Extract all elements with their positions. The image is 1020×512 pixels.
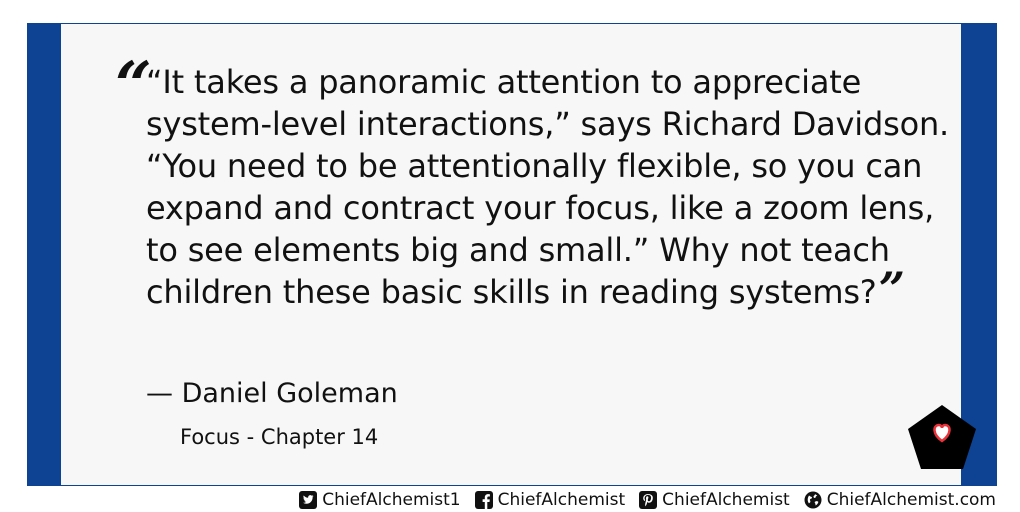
quote-text: “It takes a panoramic attention to appre… xyxy=(146,63,950,311)
heart-pentagon-logo xyxy=(908,405,976,469)
globe-icon xyxy=(804,491,822,509)
pinterest-link[interactable]: ChiefAlchemist xyxy=(639,490,790,510)
website-link[interactable]: ChiefAlchemist.com xyxy=(804,490,996,510)
twitter-handle: ChiefAlchemist1 xyxy=(322,490,461,510)
twitter-icon xyxy=(299,491,318,509)
quote-author: — Daniel Goleman xyxy=(146,378,398,409)
heart-icon xyxy=(933,423,951,443)
twitter-link[interactable]: ChiefAlchemist1 xyxy=(299,490,461,510)
social-footer: ChiefAlchemist1 ChiefAlchemist ChiefAlch… xyxy=(299,488,996,512)
facebook-handle: ChiefAlchemist xyxy=(497,490,626,510)
pinterest-handle: ChiefAlchemist xyxy=(662,490,790,510)
quote-body: “It takes a panoramic attention to appre… xyxy=(146,61,966,313)
pinterest-icon xyxy=(639,491,658,509)
quote-panel: “ “It takes a panoramic attention to app… xyxy=(61,24,976,485)
quote-card: “ “It takes a panoramic attention to app… xyxy=(27,23,997,486)
quote-source: Focus - Chapter 14 xyxy=(180,425,379,449)
facebook-link[interactable]: ChiefAlchemist xyxy=(474,490,626,510)
close-quote-mark: ” xyxy=(878,262,905,316)
website-url: ChiefAlchemist.com xyxy=(826,490,996,510)
open-quote-mark: “ xyxy=(115,48,152,123)
facebook-icon xyxy=(474,491,493,509)
